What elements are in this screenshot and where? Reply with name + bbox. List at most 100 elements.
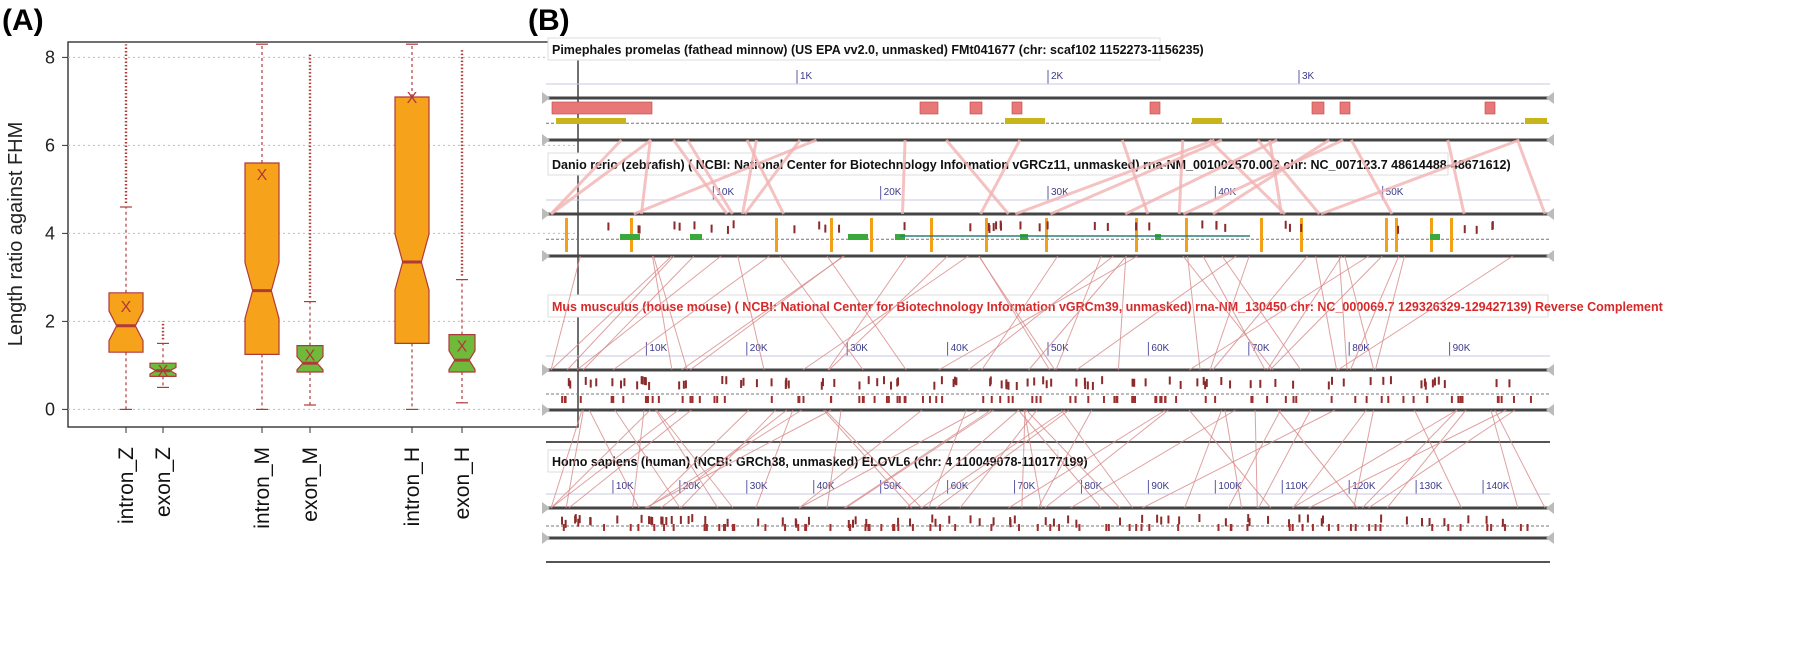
repeat-element [895,234,905,240]
exon-tick [1467,515,1470,524]
mean-marker: X [457,339,468,356]
exon-tick [851,519,854,528]
ruler-label: 10K [716,187,734,198]
exon-tick [897,517,900,526]
track-title: Pimephales promelas (fathead minnow) (US… [552,43,1204,57]
exon-tick [665,516,668,525]
scroll-handle-left [542,134,550,146]
homology-link [1414,409,1462,509]
exon-tick [1463,225,1466,234]
ruler-label: 2K [1051,71,1064,82]
exon-tick [723,396,726,403]
exon-tick [1217,524,1220,531]
homology-link [920,409,1066,509]
exon-tick [643,376,646,385]
x-axis-categories: intron_Z exon_Z intron_M exon_M intron_H exon… [115,427,474,529]
homology-link [802,255,969,371]
ruler-label: 140K [1486,481,1510,492]
ruler-label: 50K [1386,187,1404,198]
exon-tick [1486,524,1489,531]
exon-tick [731,524,734,531]
exon-tick [873,396,876,403]
exon-tick [781,517,784,526]
exon-tick [636,381,639,390]
homology-link [843,409,992,509]
exon-tick [1229,380,1232,389]
box-series: X X X X X X [108,43,476,410]
box-intron_M: X [244,43,280,410]
exon-tick [935,396,938,403]
ruler-label: 3K [1302,71,1315,82]
exon-tick [648,516,651,525]
exon-tick [802,396,805,403]
exon-tick [882,376,885,385]
homology-link [632,409,645,509]
homology-link [1014,138,1215,216]
exon-tick [1459,524,1462,531]
homology-link [1349,255,1400,371]
ruler-label: 20K [884,187,902,198]
homology-link [1021,409,1026,509]
y-tick-label: 2 [45,311,55,331]
x-category-label: exon_M [299,447,322,522]
exon-tick [673,221,676,230]
homology-link [646,409,803,509]
exon-tick [1093,221,1096,230]
exon-tick [1491,221,1494,230]
ruler-label: 130K [1419,481,1443,492]
exon-tick [1250,396,1253,403]
exon-tick [1412,396,1415,403]
exon-tick [940,376,943,385]
track-title: Danio rerio (zebrafish) ( NCBI: National… [552,158,1511,172]
exon-tick [1042,376,1045,385]
exon-tick [911,524,914,531]
exon-tick [1087,396,1090,403]
exon-tick [684,380,687,389]
homology-link [550,409,583,509]
track-title: Mus musculus (house mouse) ( NCBI: Natio… [552,300,1664,314]
scroll-handle-right [1546,250,1554,262]
homology-link [655,409,719,509]
scroll-handle-right [1546,532,1554,544]
exon-tick [637,524,640,531]
exon-tick [1490,524,1493,531]
repeat-element [1020,234,1028,240]
exon-tick [953,376,956,385]
exon-tick [992,223,995,232]
exon-tick [1131,378,1134,387]
homology-link [905,409,1019,509]
exon-tick [1295,396,1298,403]
gene-marker [1135,218,1138,252]
exon-tick [1459,396,1462,403]
homology-link [1028,255,1127,371]
x-category-label: intron_Z [115,447,138,524]
exon-tick [1205,378,1208,387]
exon-tick [1069,396,1072,403]
scroll-handle-right [1546,364,1554,376]
exon-tick [833,378,836,387]
exon-tick [1424,381,1427,390]
exon-tick [1447,524,1450,531]
exon-tick [1292,396,1295,403]
exon-tick [622,396,625,403]
exon-tick [638,225,641,234]
aligned-region [1525,118,1547,124]
exon-tick [847,519,850,528]
homology-link [1142,409,1336,509]
exon-tick [1457,396,1460,403]
exon-tick [705,524,708,531]
ruler-label: 60K [1151,343,1169,354]
exon-tick [868,524,871,531]
scroll-handle-right [1546,92,1554,104]
exon-tick [1519,524,1522,531]
exon-tick [982,396,985,403]
homology-link [1291,409,1458,509]
exon-tick [784,524,787,531]
scroll-handle-left [542,532,550,544]
exon-tick [1320,518,1323,527]
mean-marker: X [121,299,132,316]
exon-tick [818,221,821,230]
exon-tick [561,516,564,525]
exon-block [1311,101,1325,115]
exon-tick [578,515,581,524]
